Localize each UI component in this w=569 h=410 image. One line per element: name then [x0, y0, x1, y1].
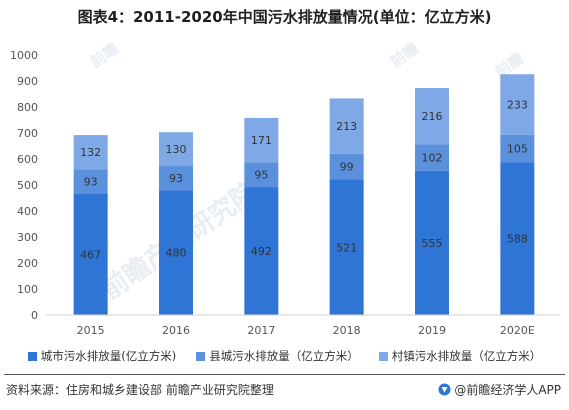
y-tick-label: 400	[17, 205, 38, 218]
y-tick-label: 0	[31, 309, 38, 322]
y-tick-label: 200	[17, 257, 38, 270]
y-tick-label: 100	[17, 283, 38, 296]
bar-value-label: 555	[422, 237, 443, 250]
bar-value-label: 93	[169, 172, 183, 185]
bar-segment	[73, 193, 108, 315]
bar-segment	[415, 170, 449, 315]
footer-divider	[4, 374, 565, 375]
x-tick-label: 2017	[247, 324, 275, 337]
y-tick-label: 1000	[10, 49, 38, 62]
y-tick-label: 700	[17, 127, 38, 140]
x-tick-label: 2019	[418, 324, 446, 337]
bar-segment	[415, 88, 449, 145]
bar-value-label: 521	[336, 241, 357, 254]
legend-item-village: 村镇污水排放量（亿立方米）	[378, 348, 542, 364]
chart-title: 图表4：2011-2020年中国污水排放量情况(单位：亿立方米)	[77, 8, 492, 26]
stacked-bar-chart: 前瞻 前瞻 前瞻 前瞻产业研究院 0 100 200 300 400 500 600 700 8…	[10, 39, 560, 337]
bar-value-label: 467	[80, 248, 101, 261]
watermarks: 前瞻 前瞻 前瞻 前瞻产业研究院	[87, 39, 527, 305]
legend-item-city: 城市污水排放量(亿立方米)	[27, 348, 177, 364]
bar-segment	[73, 135, 108, 170]
x-tick-label: 2018	[333, 324, 361, 337]
bar-segment	[244, 187, 279, 315]
bar-value-label: 171	[251, 134, 272, 147]
bar-segment	[329, 179, 364, 315]
legend-swatch-county	[196, 351, 206, 361]
legend-swatch-city	[27, 351, 37, 361]
x-tick-label: 2020E	[500, 324, 535, 337]
bar-value-label: 588	[507, 233, 528, 246]
y-tick-label: 300	[17, 231, 38, 244]
bar-value-label: 132	[80, 146, 101, 159]
bar-segment	[500, 162, 535, 315]
bar-value-label: 213	[336, 120, 357, 133]
bar-value-label: 480	[166, 247, 187, 260]
y-tick-label: 500	[17, 179, 38, 192]
bar-value-label: 492	[251, 245, 272, 258]
bar-segment	[159, 166, 193, 191]
footer-brand-text: @前瞻经济学人APP	[454, 383, 561, 397]
bar-segment	[73, 169, 108, 194]
bar-value-label: 233	[507, 99, 528, 112]
legend-label-city: 城市污水排放量(亿立方米)	[40, 349, 177, 363]
y-tick-label: 600	[17, 153, 38, 166]
bars: 467 93 132 480 93 130 492 95 171 521 99 213 555 102 21…	[73, 74, 535, 315]
bar-value-label: 130	[166, 143, 187, 156]
x-axis: 2015 2016 2017 2018 2019 2020E	[46, 314, 560, 337]
y-tick-label: 800	[17, 101, 38, 114]
bar-value-label: 95	[254, 169, 268, 182]
bar-segment	[244, 117, 279, 163]
bar-value-label: 99	[340, 161, 354, 174]
bar-value-label: 105	[507, 142, 528, 155]
legend-swatch-village	[378, 351, 388, 361]
legend-item-county: 县城污水排放量（亿立方米）	[196, 348, 359, 364]
x-tick-label: 2016	[162, 324, 190, 337]
brand-logo-icon	[438, 383, 451, 396]
footer-brand: @前瞻经济学人APP	[438, 381, 561, 398]
bar-segment	[500, 74, 535, 135]
footer-source: 资料来源：住房和城乡建设部 前瞻产业研究院整理	[6, 383, 274, 397]
bar-segment	[329, 153, 364, 180]
watermark-logo: 前瞻	[87, 39, 122, 71]
bar-segment	[244, 162, 279, 188]
bar-value-label: 216	[422, 110, 443, 123]
legend-label-village: 村镇污水排放量（亿立方米）	[391, 349, 542, 363]
bar-segment	[159, 132, 193, 167]
bar-segment	[415, 144, 449, 171]
y-axis: 0 100 200 300 400 500 600 700 800 900 1000	[10, 49, 38, 322]
x-tick-label: 2015	[77, 324, 105, 337]
legend: 城市污水排放量(亿立方米) 县城污水排放量（亿立方米） 村镇污水排放量（亿立方米…	[0, 346, 569, 366]
legend-label-county: 县城污水排放量（亿立方米）	[209, 349, 359, 363]
bar-segment	[500, 134, 535, 163]
watermark-logo: 前瞻	[387, 39, 422, 71]
bar-segment	[329, 98, 364, 154]
y-tick-label: 900	[17, 75, 38, 88]
bar-value-label: 93	[84, 175, 98, 188]
bar-segment	[159, 190, 193, 315]
bar-value-label: 102	[422, 151, 443, 164]
